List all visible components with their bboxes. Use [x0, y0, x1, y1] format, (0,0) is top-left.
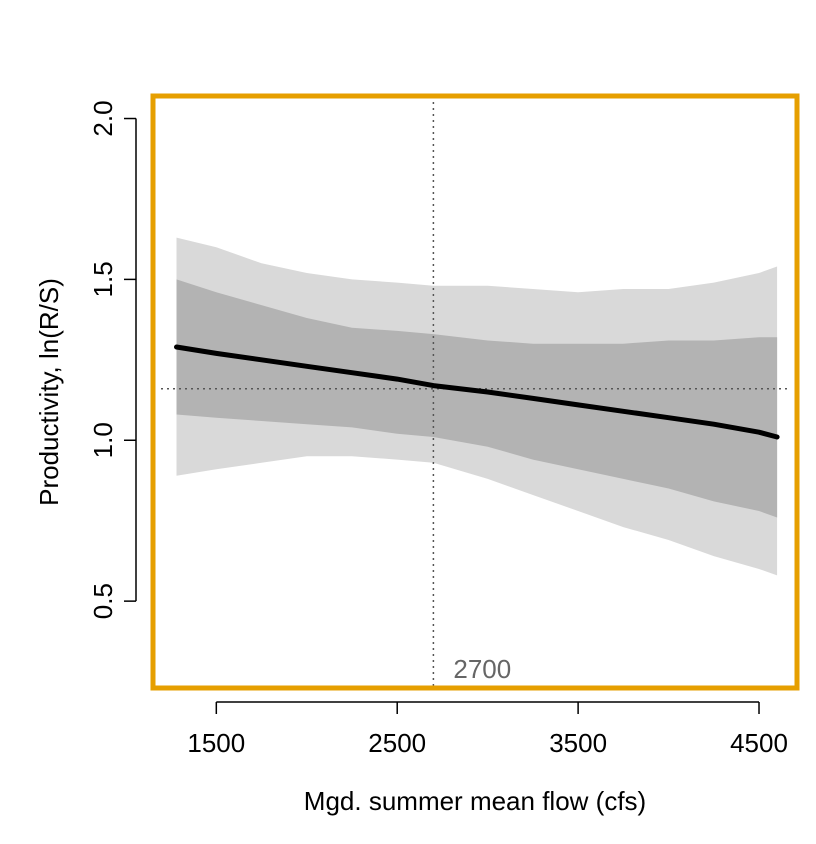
reference-lines: 2700 — [161, 96, 791, 688]
y-tick-label: 0.5 — [88, 583, 118, 619]
x-axis-label: Mgd. summer mean flow (cfs) — [304, 786, 646, 816]
series-group — [174, 344, 780, 440]
y-tick-label: 1.5 — [88, 261, 118, 297]
y-tick-label: 2.0 — [88, 100, 118, 136]
x-tick-label: 1500 — [187, 728, 245, 758]
x-tick-label: 3500 — [549, 728, 607, 758]
band-inner — [176, 279, 778, 518]
y-axis-label: Productivity, ln(R/S) — [34, 278, 64, 506]
confidence-bands — [176, 237, 778, 576]
plot-frame — [150, 93, 800, 691]
y-tick-label: 1.0 — [88, 422, 118, 458]
x-axis: 1500 2500 3500 4500 — [187, 701, 788, 758]
x-tick-label: 2500 — [368, 728, 426, 758]
series-line-0 — [174, 344, 780, 440]
reference-value-label: 2700 — [453, 654, 511, 684]
x-tick-label: 4500 — [730, 728, 788, 758]
y-axis: 0.5 1.0 1.5 2.0 — [88, 100, 137, 619]
